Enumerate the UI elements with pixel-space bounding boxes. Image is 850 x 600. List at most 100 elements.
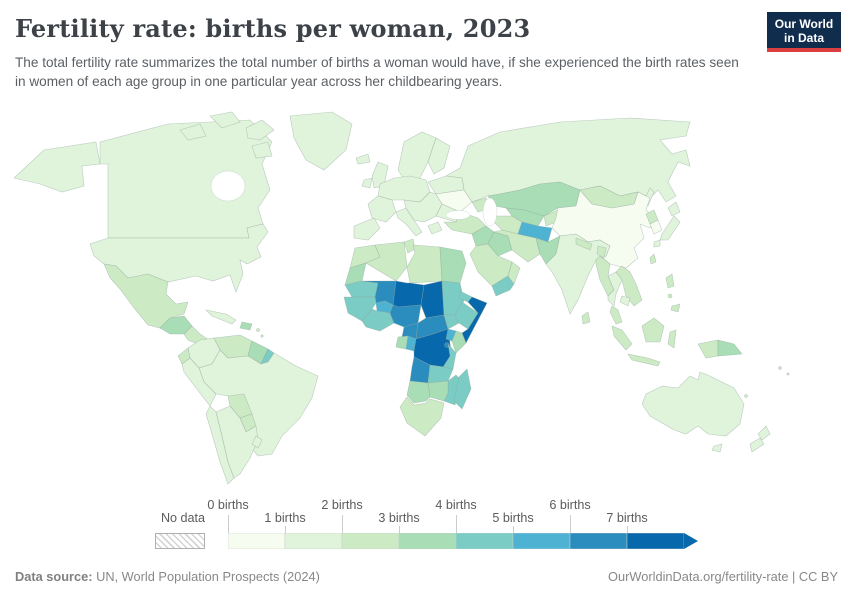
black-sea	[445, 210, 471, 220]
country-greenland[interactable]	[289, 111, 353, 171]
country-argentina[interactable]	[215, 405, 259, 479]
country-central-europe[interactable]	[377, 175, 431, 203]
country-cuba[interactable]	[205, 309, 237, 325]
country-philippines-mindanao[interactable]	[670, 303, 681, 313]
country-pacific-2[interactable]	[786, 372, 790, 376]
country-indonesia-sumatra[interactable]	[611, 325, 633, 351]
country-uruguay[interactable]	[251, 435, 263, 449]
country-zambia[interactable]	[427, 364, 454, 384]
country-indonesia-borneo[interactable]	[641, 317, 665, 343]
country-indonesia-papua[interactable]	[697, 339, 719, 359]
country-taiwan[interactable]	[649, 253, 657, 265]
country-finland[interactable]	[427, 137, 451, 175]
caspian-sea	[482, 197, 498, 227]
country-usa-alaska[interactable]	[13, 141, 101, 193]
country-peru[interactable]	[181, 357, 217, 407]
country-japan-hokkaido[interactable]	[667, 201, 681, 217]
country-nigeria[interactable]	[389, 304, 422, 328]
country-indonesia-java[interactable]	[627, 353, 661, 367]
country-france[interactable]	[367, 195, 397, 223]
country-australia-tasmania[interactable]	[711, 443, 723, 453]
legend-bin-6[interactable]	[569, 533, 628, 549]
legend-bin-4[interactable]	[455, 533, 514, 549]
legend-color-bar	[228, 533, 698, 549]
chart-subtitle: The total fertility rate summarizes the …	[15, 55, 739, 90]
country-papua-new-guinea[interactable]	[717, 339, 743, 357]
data-source-label: Data source:	[15, 569, 93, 584]
country-canada-arctic-1[interactable]	[209, 111, 241, 129]
country-egypt[interactable]	[439, 246, 467, 284]
legend-bin-0[interactable]	[228, 533, 286, 549]
logo-background	[767, 12, 841, 48]
country-pacific-1[interactable]	[778, 366, 782, 370]
country-niger[interactable]	[392, 280, 425, 308]
country-iberia[interactable]	[353, 217, 381, 241]
owid-logo[interactable]: Our World in Data	[767, 12, 841, 52]
chart-footer: Data source: UN, World Population Prospe…	[15, 569, 838, 584]
country-iceland[interactable]	[355, 153, 371, 165]
legend-tick-7	[627, 526, 628, 533]
country-greece[interactable]	[427, 221, 443, 235]
country-uk[interactable]	[371, 161, 389, 189]
country-hispaniola[interactable]	[239, 321, 253, 331]
country-south-africa[interactable]	[399, 396, 445, 437]
country-yemen[interactable]	[491, 275, 515, 297]
country-madagascar[interactable]	[453, 368, 472, 410]
country-caribbean-1[interactable]	[256, 328, 260, 332]
legend-tick-label-0: 0 births	[207, 498, 249, 512]
country-nepal[interactable]	[575, 237, 593, 251]
country-new-zealand-south[interactable]	[749, 437, 765, 453]
country-ukraine[interactable]	[435, 189, 473, 213]
country-bangladesh[interactable]	[596, 245, 607, 259]
country-canada-arctic-2[interactable]	[245, 119, 275, 141]
country-philippines-luzon[interactable]	[665, 273, 675, 289]
legend-tick-label-4: 4 births	[435, 498, 477, 512]
country-kenya[interactable]	[451, 330, 467, 354]
legend-bin-5[interactable]	[512, 533, 571, 549]
country-namibia-botswana[interactable]	[406, 380, 431, 404]
country-canada-arctic-3[interactable]	[179, 123, 207, 141]
country-indonesia-sulawesi[interactable]	[667, 329, 677, 349]
legend-bin-3[interactable]	[398, 533, 457, 549]
legend-tick-4	[456, 515, 457, 533]
legend-tick-label-5: 5 births	[492, 511, 534, 525]
logo-accent-bar	[767, 48, 841, 52]
country-japan-kyushu[interactable]	[653, 239, 661, 248]
country-new-zealand-north[interactable]	[757, 425, 771, 441]
legend-no-data-swatch[interactable]	[155, 533, 205, 549]
country-japan-honshu[interactable]	[659, 215, 681, 241]
country-ireland[interactable]	[361, 177, 373, 189]
logo-text-line2: in Data	[784, 31, 824, 45]
country-cambodia[interactable]	[619, 295, 631, 307]
country-caribbean-2[interactable]	[260, 334, 264, 338]
country-canada-baffin[interactable]	[251, 141, 273, 159]
legend-arrow	[684, 533, 698, 549]
legend-tick-0	[228, 515, 229, 533]
country-philippines-visayas[interactable]	[667, 293, 673, 299]
legend-tick-label-2: 2 births	[321, 498, 363, 512]
country-chad[interactable]	[420, 280, 445, 319]
legend-bin-2[interactable]	[341, 533, 400, 549]
legend-tick-1	[285, 526, 286, 533]
legend-tick-6	[570, 515, 571, 533]
country-sri-lanka[interactable]	[581, 311, 591, 325]
logo-text-line1: Our World	[775, 17, 833, 31]
country-baltics-belarus[interactable]	[427, 175, 465, 195]
country-senegal-guinea[interactable]	[343, 296, 377, 322]
footer-link[interactable]: OurWorldinData.org/fertility-rate | CC B…	[608, 569, 838, 584]
country-zimbabwe[interactable]	[427, 380, 449, 402]
country-india[interactable]	[545, 233, 611, 315]
country-south-korea[interactable]	[649, 219, 663, 235]
country-australia[interactable]	[641, 371, 745, 437]
country-mongolia[interactable]	[579, 185, 639, 209]
country-canada[interactable]	[99, 119, 273, 239]
legend-bin-1[interactable]	[284, 533, 343, 549]
country-laos-vietnam[interactable]	[615, 265, 643, 307]
country-turkey[interactable]	[443, 211, 487, 235]
hudson-bay	[210, 170, 246, 202]
country-oman[interactable]	[507, 261, 521, 285]
legend-bin-7[interactable]	[626, 533, 685, 549]
country-pacific-3[interactable]	[744, 394, 748, 398]
country-malaysia[interactable]	[609, 305, 623, 325]
legend-no-data-label: No data	[160, 511, 206, 525]
